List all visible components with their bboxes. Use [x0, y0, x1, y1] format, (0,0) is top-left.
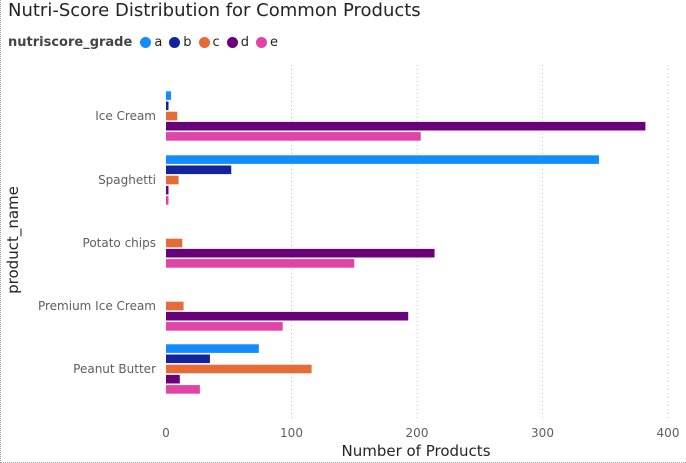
legend-marker-b [169, 36, 181, 48]
x-tick-label: 100 [280, 426, 303, 440]
legend-title: nutriscore_grade [8, 34, 133, 50]
legend-marker-c [198, 36, 210, 48]
legend-item-e[interactable]: e [255, 34, 278, 50]
bar-e[interactable] [166, 132, 421, 141]
bar-b[interactable] [166, 101, 169, 111]
bar-d[interactable] [166, 374, 180, 384]
legend-item-a[interactable]: a [140, 35, 162, 50]
legend-item-b[interactable]: b [169, 34, 192, 50]
bar-a[interactable] [166, 91, 172, 100]
bar-c[interactable] [166, 301, 184, 311]
legend-marker-e [255, 36, 267, 48]
x-tick-label: 200 [406, 426, 429, 440]
y-category-label: Ice Cream [95, 109, 156, 123]
bar-c[interactable] [166, 238, 183, 248]
y-category-label: Peanut Butter [73, 362, 156, 376]
legend-marker-d [226, 36, 238, 48]
bar-c[interactable] [166, 175, 179, 185]
bar-e[interactable] [166, 259, 355, 268]
y-category-label: Spaghetti [98, 173, 156, 187]
legend-label-b: b [183, 34, 192, 50]
legend-label-d: d [240, 34, 249, 50]
bar-d[interactable] [166, 311, 409, 321]
bar-e[interactable] [166, 385, 200, 394]
legend-label-c: c [212, 34, 220, 50]
chart-title: Nutri-Score Distribution for Common Prod… [8, 0, 421, 21]
legend-item-d[interactable]: d [226, 34, 249, 50]
y-category-label: Premium Ice Cream [38, 299, 156, 313]
y-category-label: Potato chips [83, 236, 156, 250]
bar-b[interactable] [166, 354, 210, 364]
x-tick-label: 300 [531, 426, 554, 440]
legend-label-a: a [154, 34, 163, 50]
legend-marker-a [140, 36, 152, 48]
y-axis-title-text: product_name [4, 186, 22, 294]
bar-d[interactable] [166, 248, 435, 258]
bar-a[interactable] [166, 344, 259, 353]
bar-b[interactable] [166, 165, 232, 175]
bar-e[interactable] [166, 196, 169, 205]
x-tick-label: 400 [657, 426, 680, 440]
x-axis-title: Number of Products [341, 442, 491, 460]
legend-item-c[interactable]: c [198, 34, 220, 50]
x-tick-label: 0 [162, 426, 170, 440]
bar-e[interactable] [166, 322, 283, 331]
bar-c[interactable] [166, 111, 178, 121]
bar-d[interactable] [166, 185, 169, 195]
chart-legend: nutriscore_grade a b c d e [8, 33, 285, 51]
bar-c[interactable] [166, 364, 312, 374]
bar-d[interactable] [166, 121, 646, 131]
bar-a[interactable] [166, 155, 599, 164]
legend-label-e: e [269, 34, 278, 50]
